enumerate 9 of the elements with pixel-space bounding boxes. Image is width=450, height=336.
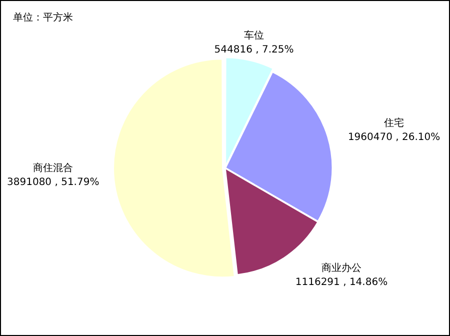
data-label: 3891080 , 51.79% [7, 176, 100, 188]
slice-label: 住宅 [384, 117, 404, 130]
data-label: 1960470 , 26.10% [348, 132, 440, 144]
slice-label: 车位 [244, 29, 264, 42]
data-label: 544816 , 7.25% [214, 44, 294, 56]
slice-label: 商业办公 [321, 262, 362, 274]
data-label: 1116291 , 14.86% [295, 277, 388, 288]
text: 单位：平方米 [13, 12, 73, 24]
slice-label: 商住混合 [33, 162, 74, 174]
